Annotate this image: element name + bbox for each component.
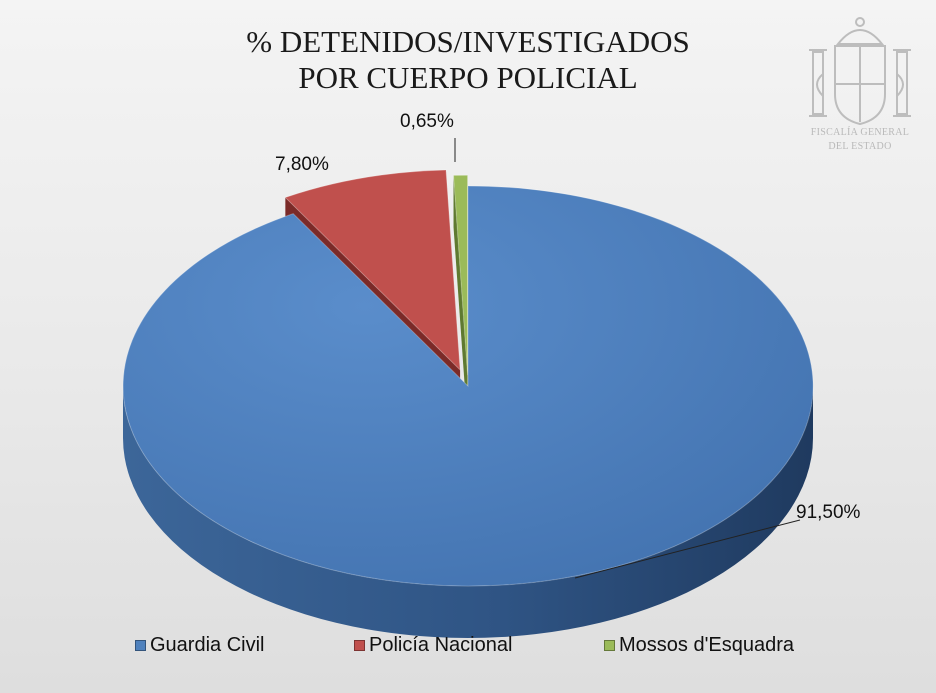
- chart-title-line-1: % DETENIDOS/INVESTIGADOS: [246, 24, 690, 59]
- logo-caption-line-1: FISCALÍA GENERAL: [810, 127, 910, 138]
- slice-wall-mossos-desquadra: [453, 175, 468, 428]
- legend-label-guardia-civil: Guardia Civil: [150, 634, 265, 656]
- leader-line-guardia-civil: [574, 519, 801, 579]
- logo-caption-line-2: DEL ESTADO: [828, 141, 892, 152]
- slice-mossos-desquadra: [453, 174, 469, 428]
- chart-title: % DETENIDOS/INVESTIGADOS POR CUERPO POLI…: [0, 24, 936, 96]
- data-label-guardia-civil: 91,50%: [796, 502, 861, 523]
- coat-of-arms-icon: [809, 17, 911, 126]
- data-label-mossos-desquadra: 0,65%: [400, 111, 454, 132]
- slice-top-policia-nacional: [284, 169, 461, 372]
- legend-label-policia-nacional: Policía Nacional: [369, 634, 513, 656]
- slice-top-guardia-civil: [122, 185, 814, 587]
- chart-legend: Guardia Civil Policía Nacional Mossos d'…: [0, 634, 936, 658]
- legend-item-mossos-desquadra: Mossos d'Esquadra: [604, 634, 794, 657]
- data-label-policia-nacional: 7,80%: [275, 154, 329, 175]
- slice-top-mossos-desquadra: [453, 174, 469, 376]
- slice-side-guardia-civil: [123, 386, 813, 638]
- legend-label-mossos-desquadra: Mossos d'Esquadra: [619, 634, 795, 656]
- legend-swatch-policia-nacional: [354, 640, 365, 651]
- legend-item-policia-nacional: Policía Nacional: [354, 634, 512, 657]
- logo-caption: FISCALÍA GENERAL DEL ESTADO: [800, 126, 920, 154]
- legend-item-guardia-civil: Guardia Civil: [135, 634, 264, 657]
- slice-guardia-civil: [122, 185, 814, 638]
- legend-swatch-guardia-civil: [135, 640, 146, 651]
- chart-title-line-2: POR CUERPO POLICIAL: [298, 60, 638, 95]
- legend-swatch-mossos-desquadra: [604, 640, 615, 651]
